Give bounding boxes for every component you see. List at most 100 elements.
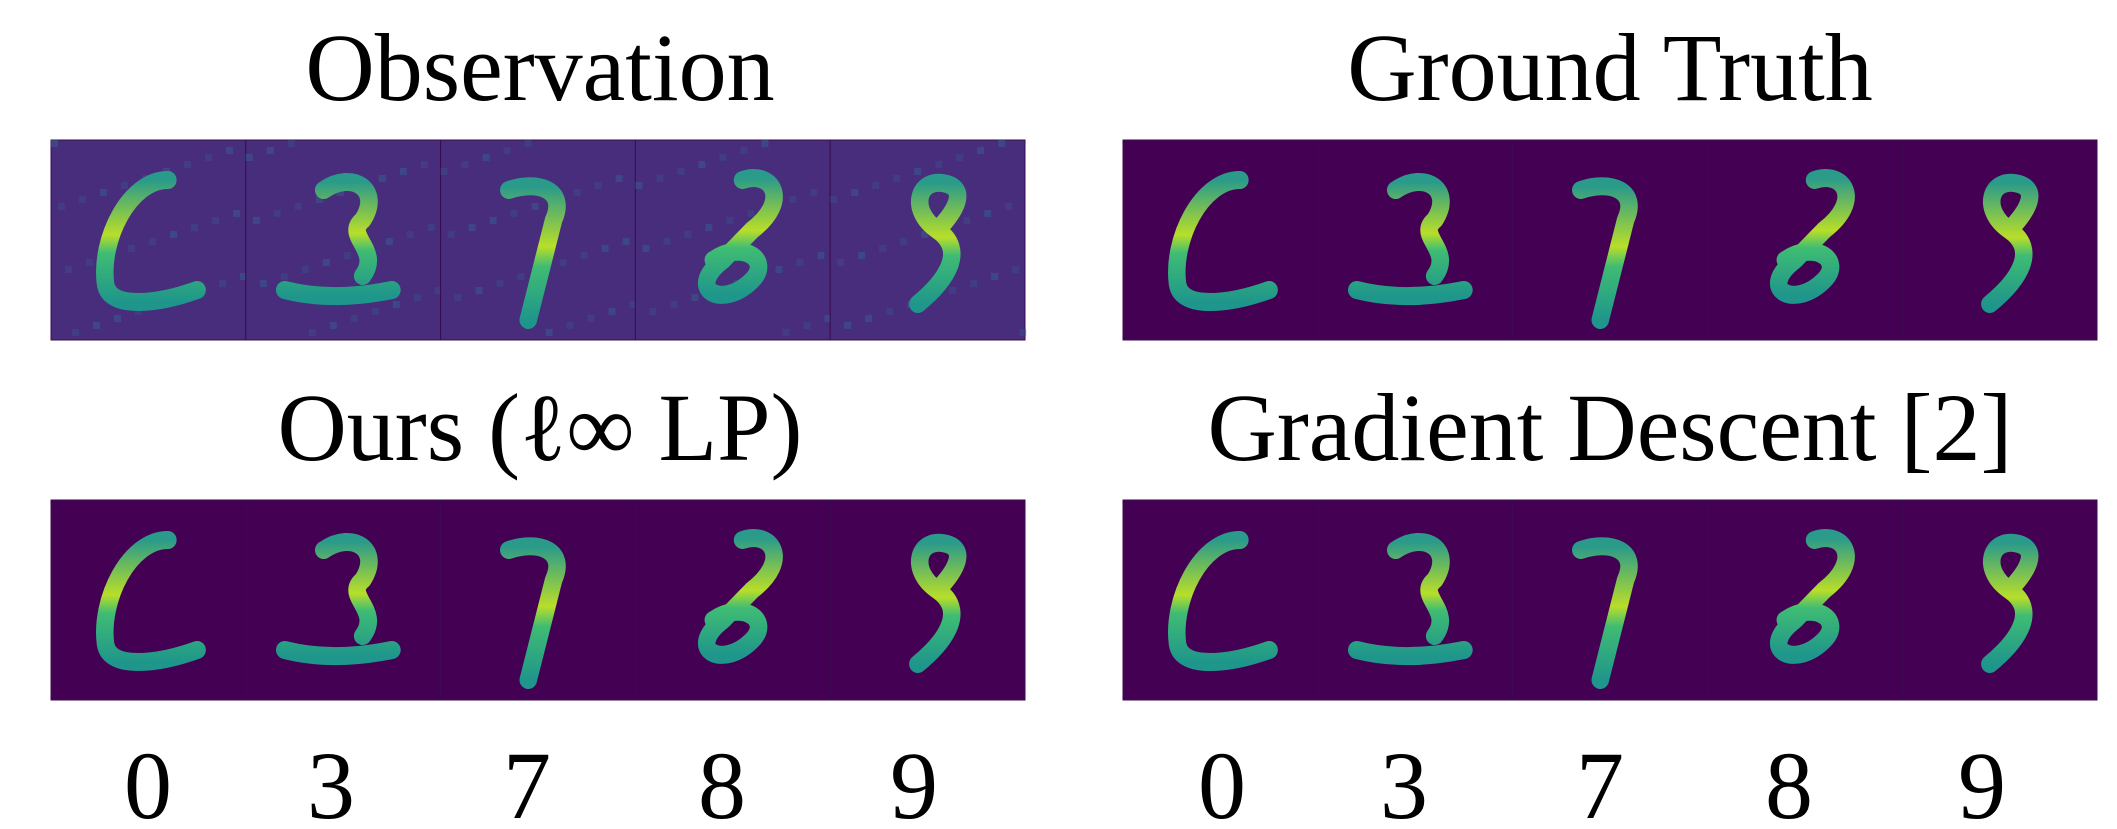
noise-pixel <box>184 161 191 168</box>
noise-pixel <box>698 161 705 168</box>
noise-pixel <box>483 154 490 161</box>
noise-pixel <box>267 147 274 154</box>
noise-pixel <box>560 259 567 266</box>
noise-pixel <box>469 224 476 231</box>
image-tile <box>830 140 1025 340</box>
image-tile <box>246 500 441 700</box>
noise-pixel <box>803 322 810 329</box>
noise-pixel <box>935 161 942 168</box>
noise-pixel <box>421 161 428 168</box>
noise-pixel <box>900 238 907 245</box>
noise-pixel <box>684 231 691 238</box>
noise-pixel <box>879 245 886 252</box>
page: ObservationGround TruthOurs (ℓ∞ LP)Gradi… <box>0 0 2117 829</box>
noise-pixel <box>351 315 358 322</box>
image-strip <box>51 500 1025 700</box>
noise-pixel <box>602 245 609 252</box>
digit-label: 3 <box>307 732 355 829</box>
image-tile <box>1902 500 2097 700</box>
digit-label: 3 <box>1380 732 1428 829</box>
noise-pixel <box>212 217 219 224</box>
noise-pixel <box>260 280 267 287</box>
noise-pixel <box>623 238 630 245</box>
noise-pixel <box>226 147 233 154</box>
noise-pixel <box>170 231 177 238</box>
noise-pixel <box>455 294 462 301</box>
noise-pixel <box>414 294 421 301</box>
noise-pixel <box>642 245 649 252</box>
noise-pixel <box>810 189 817 196</box>
noise-pixel <box>977 147 984 154</box>
noise-pixel <box>1019 329 1026 336</box>
noise-pixel <box>205 154 212 161</box>
noise-pixel <box>302 266 309 273</box>
noise-pixel <box>581 252 588 259</box>
digit-label: 9 <box>890 732 938 829</box>
image-strip <box>1123 500 2097 700</box>
noise-pixel <box>121 182 128 189</box>
noise-pixel <box>830 196 837 203</box>
noise-pixel <box>691 294 698 301</box>
digit-label: 9 <box>1958 732 2006 829</box>
noise-pixel <box>865 315 872 322</box>
noise-pixel <box>490 217 497 224</box>
noise-pixel <box>191 224 198 231</box>
noise-pixel <box>670 301 677 308</box>
panel-title: Gradient Descent [2] <box>1208 374 2013 481</box>
noise-pixel <box>532 203 539 210</box>
panel-title: Observation <box>305 14 774 121</box>
noise-pixel <box>504 147 511 154</box>
noise-pixel <box>588 315 595 322</box>
noise-pixel <box>525 140 532 147</box>
noise-pixel <box>253 217 260 224</box>
noise-pixel <box>747 210 754 217</box>
noise-pixel <box>448 231 455 238</box>
image-strip <box>51 140 1026 340</box>
noise-pixel <box>323 259 330 266</box>
noise-pixel <box>233 210 240 217</box>
noise-pixel <box>970 280 977 287</box>
panel-title: Ours (ℓ∞ LP) <box>277 374 802 481</box>
noise-pixel <box>72 329 79 336</box>
image-strip <box>1123 140 2097 340</box>
noise-pixel <box>949 287 956 294</box>
noise-pixel <box>789 196 796 203</box>
noise-pixel <box>79 196 86 203</box>
image-tile <box>1902 140 2097 340</box>
figure: ObservationGround TruthOurs (ℓ∞ LP)Gradi… <box>0 0 2117 829</box>
noise-pixel <box>511 210 518 217</box>
noise-pixel <box>149 238 156 245</box>
noise-pixel <box>775 266 782 273</box>
noise-pixel <box>914 168 921 175</box>
noise-pixel <box>407 231 414 238</box>
noise-pixel <box>1005 203 1012 210</box>
noise-pixel <box>58 203 65 210</box>
noise-pixel <box>372 308 379 315</box>
noise-pixel <box>837 259 844 266</box>
noise-pixel <box>65 266 72 273</box>
digit-label: 0 <box>1198 732 1246 829</box>
noise-pixel <box>567 322 574 329</box>
noise-pixel <box>991 273 998 280</box>
noise-pixel <box>400 168 407 175</box>
noise-pixel <box>497 280 504 287</box>
image-tile <box>246 140 441 340</box>
noise-pixel <box>288 140 295 147</box>
noise-pixel <box>546 329 553 336</box>
noise-pixel <box>1012 266 1019 273</box>
noise-pixel <box>677 168 684 175</box>
noise-pixel <box>441 168 448 175</box>
noise-pixel <box>872 182 879 189</box>
noise-pixel <box>984 210 991 217</box>
noise-pixel <box>574 189 581 196</box>
noise-pixel <box>114 315 121 322</box>
noise-pixel <box>86 259 93 266</box>
image-tile <box>830 500 1025 700</box>
noise-pixel <box>886 308 893 315</box>
noise-pixel <box>330 322 337 329</box>
noise-pixel <box>274 210 281 217</box>
noise-pixel <box>93 322 100 329</box>
image-tile <box>1318 500 1513 700</box>
noise-pixel <box>128 245 135 252</box>
noise-pixel <box>719 154 726 161</box>
